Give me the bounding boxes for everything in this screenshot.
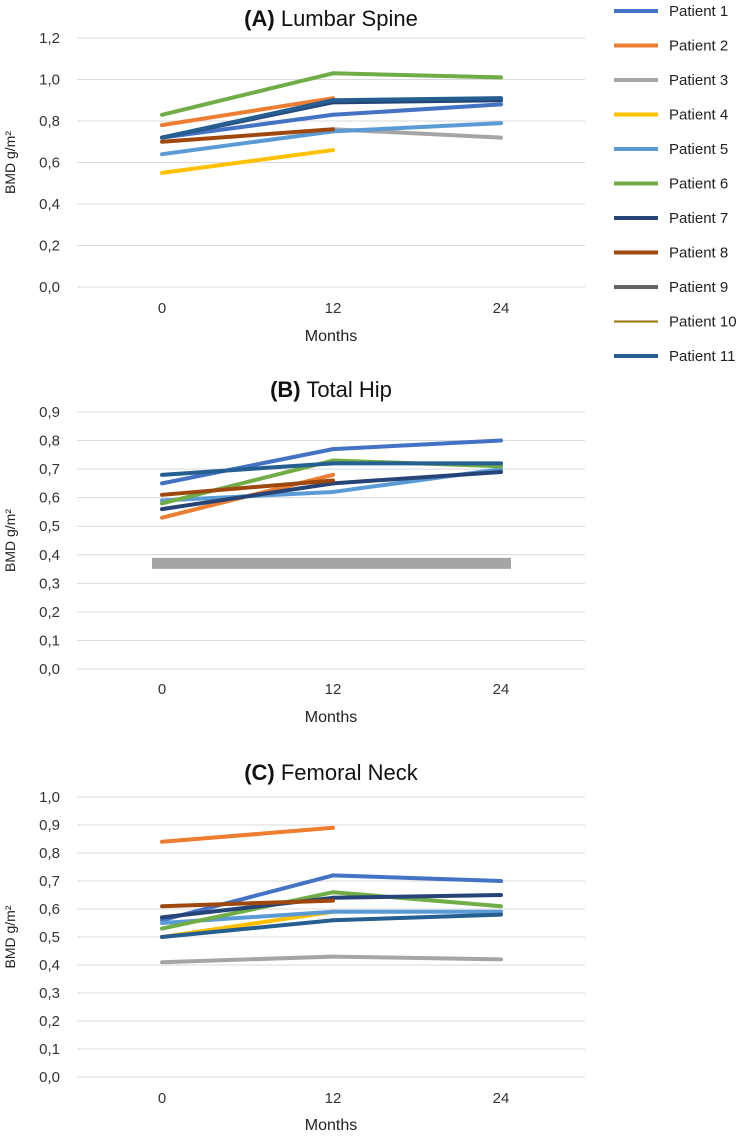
y-tick-label: 1,0 [39,72,60,89]
series-line-patient-7 [160,481,335,512]
y-tick-label: 0,4 [39,957,60,974]
x-tick-label: 24 [493,1090,510,1107]
legend-label: Patient 3 [669,72,728,89]
series-line-patient-2 [160,96,335,128]
y-tick-label: 0,2 [39,238,60,255]
y-tick-label: 0,1 [39,632,60,649]
y-tick-label: 0,1 [39,1041,60,1058]
y-tick-label: 0,6 [39,155,60,172]
series-line-patient-3 [160,954,335,965]
x-tick-label: 24 [493,681,510,698]
chart-title: (C) Femoral Neck [244,760,419,785]
series-line-patient-11 [160,461,335,477]
series-line-patient-6 [331,71,503,80]
y-tick-label: 0,2 [39,604,60,621]
chart-title: (A) Lumbar Spine [244,6,418,31]
y-tick-label: 0,3 [39,575,60,592]
y-tick-label: 0,2 [39,1013,60,1030]
y-tick-label: 1,2 [39,30,60,47]
y-axis-label: BMD g/m² [2,131,18,194]
y-tick-label: 0,8 [39,113,60,130]
y-tick-label: 0,8 [39,433,60,450]
legend-label: Patient 2 [669,38,728,55]
chart-title: (B) Total Hip [270,377,392,402]
x-tick-label: 12 [325,681,342,698]
series-line-patient-1 [331,873,503,883]
series-line-patient-7 [331,469,503,486]
series-line-patient-2 [160,825,335,844]
series-line-patient-11 [331,96,503,103]
x-tick-label: 0 [158,1090,166,1107]
series-line-patient-7 [331,893,503,900]
series-line-patient-11 [331,912,503,923]
chart-panel-2: 0,0 0,1 0,2 0,3 0,4 0,5 0,6 0,7 0,8 0,9 1,0 0 12 24 Mo… [2,760,585,1134]
series-line-patient-4 [160,148,335,175]
y-tick-label: 1,0 [39,789,60,806]
series-line-patient-6 [160,458,335,506]
series-line-patient-6 [331,890,503,909]
series-line-patient-1 [160,447,335,486]
series-line-patient-11 [160,918,335,939]
legend-label: Patient 7 [669,210,728,227]
y-tick-label: 0,0 [39,279,60,296]
y-axis-label: BMD g/m² [2,509,18,572]
x-axis-label: Months [305,709,357,726]
series-line-patient-1 [331,102,503,117]
x-tick-label: 12 [325,1090,342,1107]
series-line-patient-8 [160,898,335,909]
y-tick-label: 0,4 [39,196,60,213]
x-tick-label: 12 [325,300,342,317]
chart-panel-1: 0,0 0,1 0,2 0,3 0,4 0,5 0,6 0,7 0,8 0,9 0 12 24 Month… [2,377,585,726]
x-tick-label: 0 [158,300,166,317]
y-axis-label: BMD g/m² [2,905,18,968]
y-tick-label: 0,7 [39,873,60,890]
legend-label: Patient 11 [669,348,735,365]
legend-label: Patient 6 [669,176,728,193]
y-tick-label: 0,5 [39,518,60,535]
x-tick-label: 24 [493,300,510,317]
series-line-patient-7 [331,98,503,105]
series-line-patient-8 [160,478,335,497]
y-tick-label: 0,3 [39,985,60,1002]
series-line-patient-5 [331,121,503,134]
y-tick-label: 0,7 [39,461,60,478]
y-tick-label: 0,9 [39,404,60,421]
chart-panel-0: 0,0 0,2 0,4 0,6 0,8 1,0 1,2 0 12 24 Months BMD g/m²… [2,6,585,345]
legend-label: Patient 4 [669,107,728,124]
y-tick-label: 0,6 [39,901,60,918]
x-axis-label: Months [305,328,357,345]
legend: Patient 1 Patient 2 Patient 3 Patient 4 Pati… [614,3,737,365]
legend-label: Patient 1 [669,3,728,20]
legend-label: Patient 8 [669,245,728,262]
series-line-patient-1 [331,438,503,452]
series-line-patient-6 [160,890,335,931]
series-line-patient-1 [160,112,335,140]
series-line-patient-5 [160,129,335,157]
legend-label: Patient 10 [669,314,737,331]
y-tick-label: 0,4 [39,547,60,564]
y-tick-label: 0,6 [39,490,60,507]
series-line-patient-6 [160,71,335,117]
y-tick-label: 0,5 [39,929,60,946]
series-line-patient-11 [160,98,335,140]
series-line-patient-8 [160,127,335,144]
y-tick-label: 0,0 [39,1069,60,1086]
legend-label: Patient 9 [669,279,728,296]
x-tick-label: 0 [158,681,166,698]
x-axis-label: Months [305,1117,357,1134]
legend-label: Patient 5 [669,141,728,158]
y-tick-label: 0,8 [39,845,60,862]
y-tick-label: 0,9 [39,817,60,834]
y-tick-label: 0,0 [39,661,60,678]
series-line-patient-3 [331,954,503,962]
